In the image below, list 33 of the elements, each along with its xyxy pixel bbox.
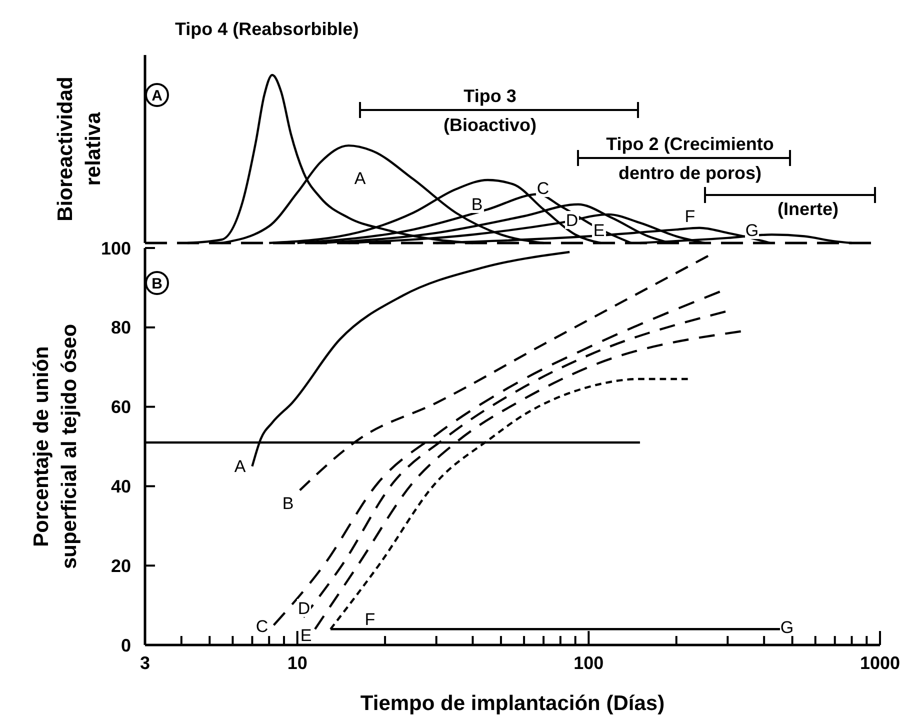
y-tick-label: 20 <box>110 556 131 576</box>
x-axis-title: Tiempo de implantación (Días) <box>360 692 665 715</box>
annotation: G <box>745 220 759 240</box>
annotation: B <box>152 275 163 292</box>
annotation: E <box>300 626 312 645</box>
y-tick-label: 80 <box>110 318 131 338</box>
annotation: F <box>364 610 376 629</box>
annotation: (Inerte) <box>777 199 839 219</box>
annotation: B <box>282 494 294 513</box>
annotation: D <box>298 598 310 618</box>
annotation: A <box>152 87 163 104</box>
annotation: A <box>234 456 246 476</box>
x-tick-label: 1000 <box>860 653 900 673</box>
chart-title: Tipo 4 (Reabsorbible) <box>175 19 359 39</box>
x-tick-label: 100 <box>574 653 604 673</box>
x-tick-label: 3 <box>140 653 150 673</box>
annotation: G <box>780 618 794 637</box>
y-axis-title: Bioreactividad relativa <box>54 76 105 222</box>
y-tick-label: 0 <box>120 635 131 656</box>
annotation: Tipo 2 (Crecimiento dentro de poros) <box>606 134 774 183</box>
annotation: C <box>256 616 268 636</box>
annotation: E <box>593 220 605 240</box>
y-axis-title: Porcentaje de unión superficial al tejido óseo <box>30 324 81 570</box>
annotation: F <box>684 206 696 226</box>
annotation: Tipo 3 (Bioactivo) <box>443 86 537 135</box>
annotation: C <box>536 178 550 198</box>
y-tick-label: 60 <box>110 397 131 418</box>
annotation: D <box>566 210 578 230</box>
annotation: A <box>354 168 366 188</box>
x-tick-label: 10 <box>287 653 308 673</box>
y-tick-label: 40 <box>110 476 131 496</box>
y-tick-label: 100 <box>100 238 131 258</box>
annotation: B <box>471 194 483 214</box>
